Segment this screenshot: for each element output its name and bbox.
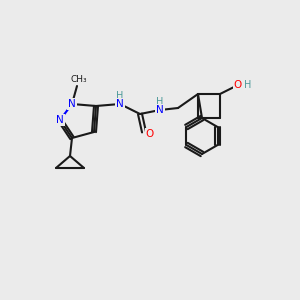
Text: N: N: [68, 99, 76, 109]
Text: CH₃: CH₃: [71, 76, 87, 85]
Text: H: H: [156, 97, 164, 107]
Text: N: N: [156, 105, 164, 115]
Text: H: H: [244, 80, 252, 90]
Text: O: O: [234, 80, 242, 90]
Text: O: O: [146, 129, 154, 139]
Text: N: N: [56, 115, 64, 125]
Text: N: N: [116, 99, 124, 109]
Text: H: H: [116, 91, 124, 101]
